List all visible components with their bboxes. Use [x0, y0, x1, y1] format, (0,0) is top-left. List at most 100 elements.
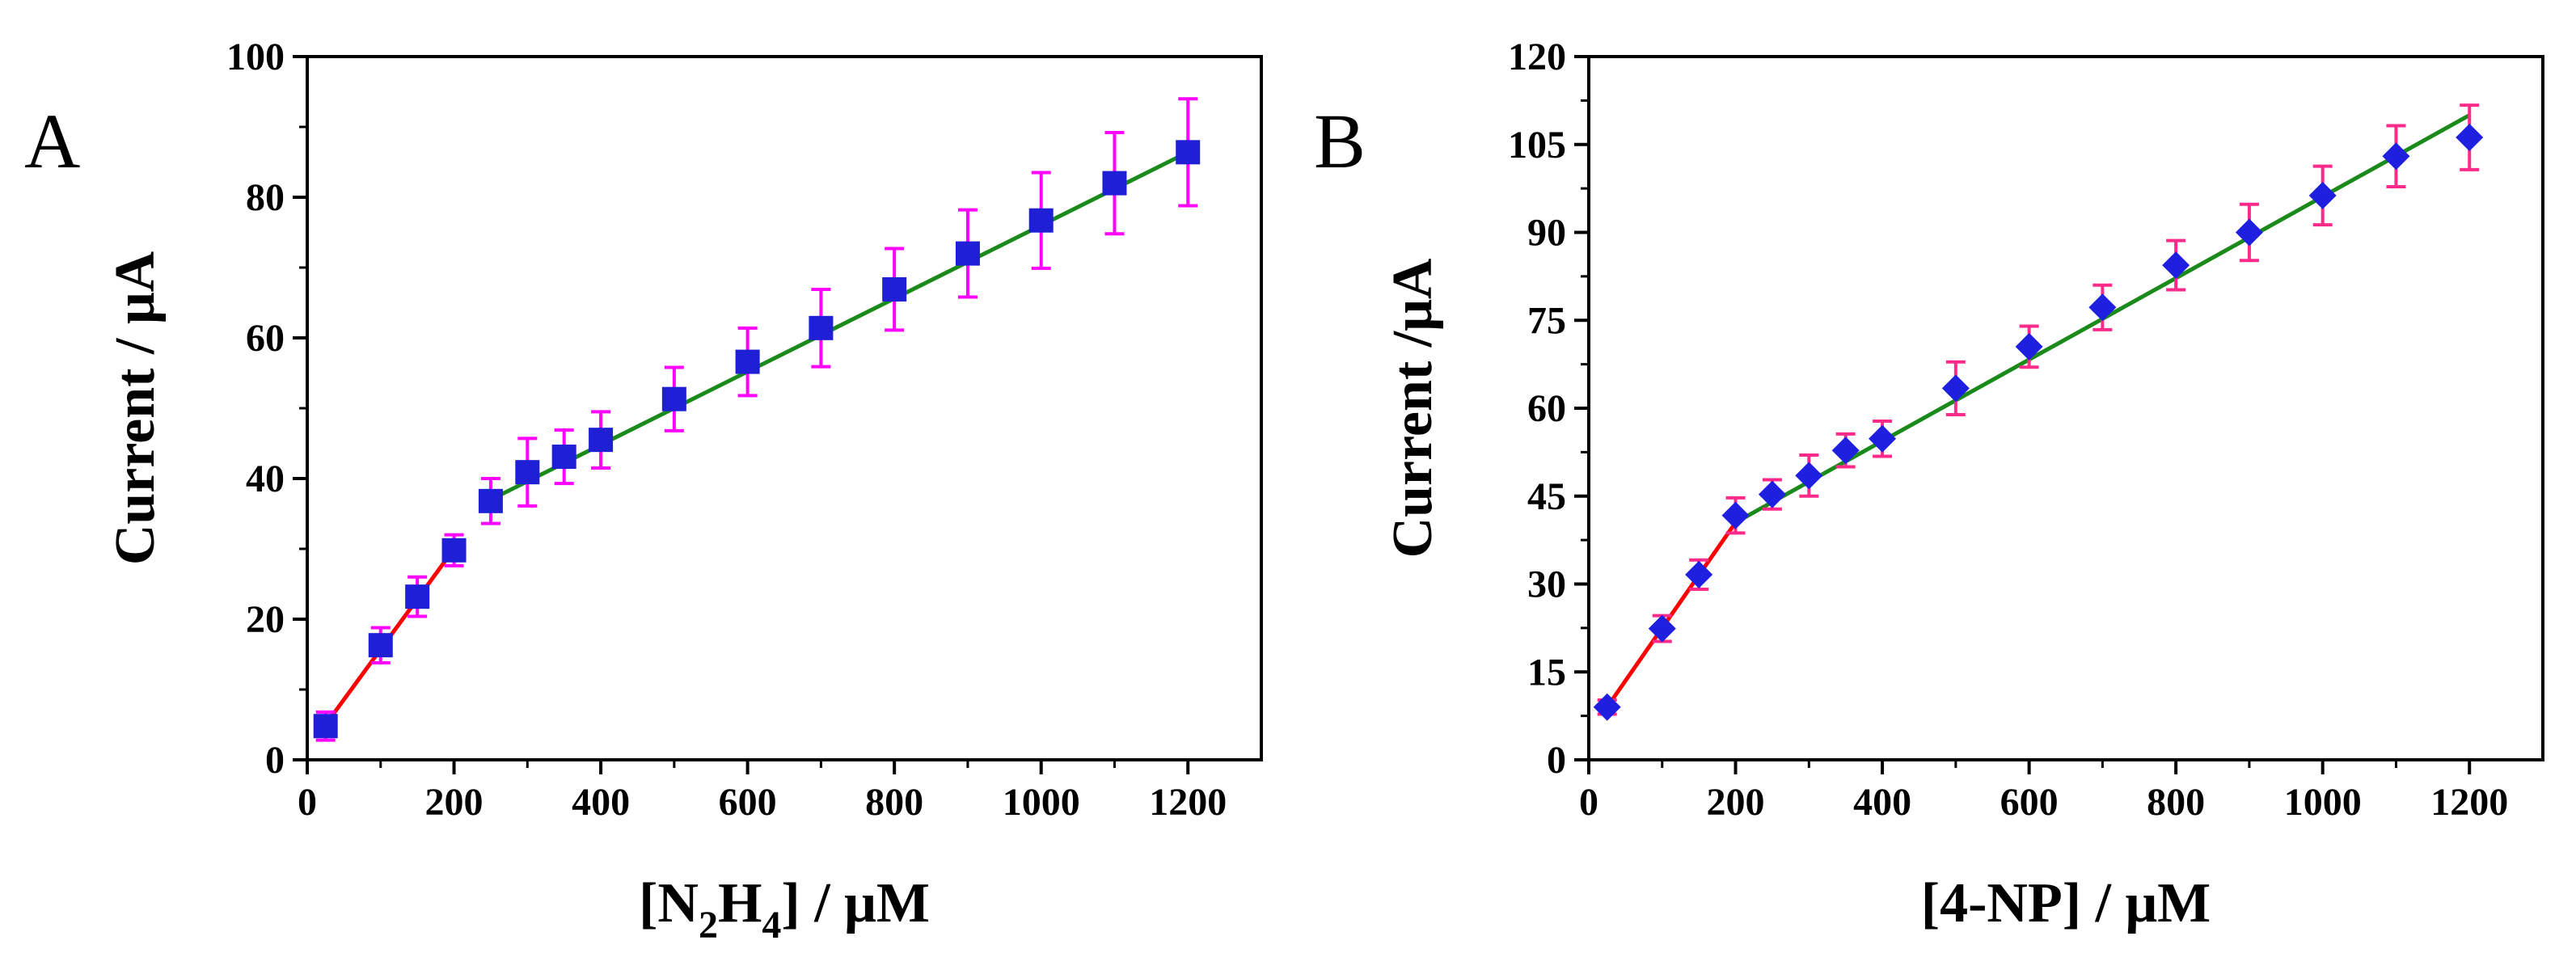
panel-b-y-tick-label: 75	[1527, 299, 1566, 342]
panel-b-marker-diamond	[1593, 693, 1621, 721]
panel-a-x-axis-title: [N2H4] / μM	[639, 872, 930, 947]
panel-b-data-point	[1648, 614, 1676, 643]
panel-a-x-tick-label: 0	[298, 781, 317, 824]
panel-a-data-point	[1102, 130, 1127, 236]
panel-a-marker-square	[1176, 140, 1201, 165]
panel-a-marker-square	[441, 538, 467, 563]
panel-b-x-tick-label: 0	[1579, 781, 1598, 824]
panel-a-x-tick-label: 600	[719, 781, 777, 824]
panel-b-x-tick-label: 200	[1707, 781, 1765, 824]
panel-b-marker-diamond	[1831, 436, 1860, 465]
panel-a-data-point	[955, 208, 980, 299]
panel-a-y-axis-title: Current / μA	[104, 251, 167, 565]
panel-a-x-tick-label: 200	[425, 781, 484, 824]
panel-a-marker-square	[1028, 208, 1054, 233]
panel-a-chart: A 0 200 400 600 800 1000 1200 0 20 40 60 80 100 Curr…	[24, 36, 1263, 947]
panel-a-marker-square	[809, 315, 834, 340]
panel-b-data-point	[1869, 419, 1897, 458]
panel-a-data-point	[551, 428, 576, 486]
panel-a-marker-square	[1102, 171, 1127, 196]
panel-b-x-tick-label: 400	[1853, 781, 1911, 824]
panel-a-y-tick-label: 100	[226, 36, 285, 78]
panel-a-plot-area: 0 200 400 600 800 1000 1200 0 20 40 60 80 100	[226, 36, 1227, 824]
panel-b-y-tick-label: 15	[1527, 651, 1566, 694]
panel-b-chart: B 0 200 400 600 800 1000 1200 0 15 30 45 60 75 90 105 1…	[1314, 36, 2544, 934]
panel-a-data-point	[809, 287, 834, 369]
panel-b-data-point	[2235, 202, 2263, 263]
panel-b-data-point	[1685, 558, 1713, 592]
panel-b-data-point	[1758, 478, 1786, 511]
panel-a-label: A	[24, 98, 80, 184]
panel-b-x-tick-label: 800	[2147, 781, 2205, 824]
panel-b-y-tick-label: 45	[1527, 475, 1566, 518]
panel-a-y-tick-label: 40	[246, 458, 285, 500]
panel-b-y-tick-label: 90	[1527, 212, 1566, 255]
panel-a-y-tick-label: 0	[265, 739, 285, 782]
panel-b-data-point	[2162, 238, 2190, 292]
panel-b-marker-diamond	[1648, 614, 1676, 643]
panel-b-plot-area: 0 200 400 600 800 1000 1200 0 15 30 45 60 75 90 105 120	[1508, 36, 2508, 824]
panel-b-marker-diamond	[2235, 218, 2263, 247]
panel-a-y-tick-label: 80	[246, 176, 285, 219]
panel-b-data-point	[1831, 432, 1860, 469]
panel-b-marker-diamond	[1869, 424, 1897, 453]
panel-b-marker-diamond	[2308, 181, 2337, 209]
panel-a-marker-square	[955, 241, 980, 266]
panel-a-marker-square	[735, 349, 760, 374]
panel-a-marker-square	[882, 276, 907, 302]
panel-b-data-point	[2308, 164, 2337, 227]
panel-b-x-tick-label: 1000	[2284, 781, 2362, 824]
panel-a-data-point	[478, 477, 503, 525]
panel-b-marker-diamond	[2382, 142, 2410, 171]
panel-b-marker-diamond	[2015, 332, 2043, 361]
panel-b-data-point	[2015, 324, 2043, 369]
panel-b-marker-diamond	[1721, 501, 1750, 529]
panel-a-marker-square	[589, 428, 614, 453]
panel-b-y-tick-label: 60	[1527, 387, 1566, 430]
panel-b-data-point	[1941, 360, 1970, 416]
panel-a-data-point	[313, 710, 338, 742]
panel-b-data-point	[2088, 283, 2117, 331]
panel-b-data-point	[1721, 496, 1750, 535]
panel-b-marker-diamond	[2456, 124, 2484, 152]
panel-a-marker-square	[478, 488, 503, 513]
panel-b-y-tick-label: 30	[1527, 563, 1566, 606]
panel-b-data-point	[2456, 103, 2484, 171]
panel-a-marker-square	[515, 460, 540, 485]
panel-a-data-point	[1176, 97, 1201, 208]
panel-b-y-tick-label: 0	[1547, 739, 1566, 782]
panel-a-data-point	[441, 533, 467, 567]
panel-b-marker-diamond	[2088, 293, 2117, 322]
panel-a-x-tick-label: 400	[572, 781, 630, 824]
panel-a-data-point	[405, 575, 430, 618]
panel-b-marker-diamond	[1758, 480, 1786, 508]
panel-a-x-tick-label: 1000	[1003, 781, 1080, 824]
panel-a-data-point	[1028, 171, 1054, 270]
panel-b-marker-diamond	[1685, 560, 1713, 588]
panel-b-marker-diamond	[2162, 251, 2190, 280]
panel-a-data-point	[515, 436, 540, 508]
panel-b-marker-diamond	[1795, 462, 1823, 490]
panel-b-frame	[1587, 55, 2544, 761]
panel-a-marker-square	[405, 584, 430, 609]
panel-b-data-point	[1795, 453, 1823, 498]
panel-b-marker-diamond	[1941, 374, 1970, 403]
panel-a-marker-square	[313, 714, 338, 739]
panel-b-x-tick-label: 1200	[2430, 781, 2508, 824]
panel-a-y-tick-label: 60	[246, 317, 285, 360]
panel-b-y-tick-label: 105	[1508, 124, 1566, 167]
panel-a-data-point	[882, 247, 907, 332]
panel-a-marker-square	[551, 445, 576, 470]
panel-a-data-point	[735, 326, 760, 398]
panel-b-y-axis-title: Current /μA	[1382, 258, 1444, 558]
panel-a-data-point	[589, 410, 614, 470]
panel-b-data-point	[1593, 693, 1621, 721]
panel-a-frame	[306, 55, 1263, 761]
panel-a-data-point	[368, 626, 393, 664]
panel-b-data-point	[2382, 124, 2410, 188]
panel-b-label: B	[1314, 98, 1366, 184]
panel-a-x-tick-label: 800	[865, 781, 923, 824]
panel-b-x-tick-label: 600	[2000, 781, 2059, 824]
panel-a-marker-square	[368, 633, 393, 658]
